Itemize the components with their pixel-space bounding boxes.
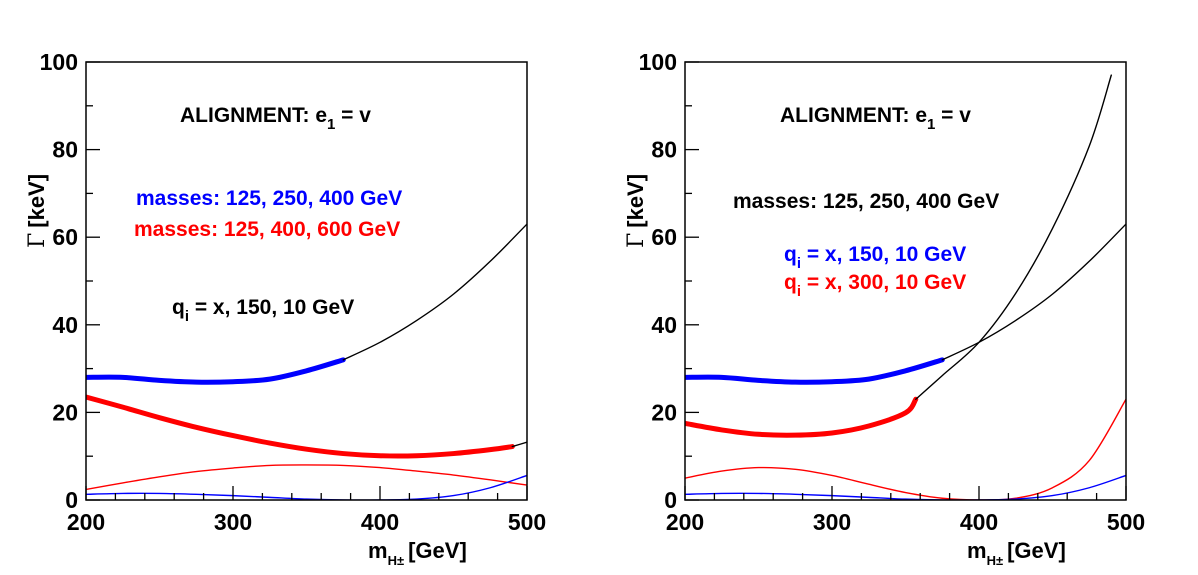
- right-ytick-label: 80: [651, 137, 677, 163]
- right-y-axis-label: Γ[keV]: [623, 174, 649, 248]
- left-alignment-label: ALIGNMENT: e1 = v: [180, 104, 371, 133]
- right-q-blue-label: qi = x, 150, 10 GeV: [784, 243, 966, 272]
- right-plot-frame: [684, 61, 1127, 501]
- left-ytick-label: 80: [52, 137, 78, 163]
- right-alignment-label: ALIGNMENT: e1 = v: [780, 104, 971, 133]
- left-plot-area: [86, 223, 527, 500]
- right-xtick-label: 500: [1107, 509, 1145, 535]
- left-series-3: [511, 441, 527, 448]
- right-ytick-label: 20: [651, 399, 677, 425]
- right-series-5: [685, 474, 1126, 500]
- right-plot-area: [685, 74, 1126, 500]
- left-xtick-label: 200: [67, 509, 105, 535]
- left-series-0: [86, 357, 346, 385]
- left-panel: 200 300 400 500 0 20 40 60 80 100 ALIGNMENT: e1 =…: [24, 49, 546, 568]
- left-series-1: [342, 223, 527, 361]
- left-ytick-label: 60: [52, 224, 78, 250]
- left-series-4: [86, 464, 527, 491]
- right-panel: 200 300 400 500 0 20 40 60 80 100 ALIGNMENT: e1 =…: [623, 49, 1145, 568]
- left-axis-ticks: 200 300 400 500 0 20 40 60 80 100: [40, 49, 547, 535]
- left-ytick-label: 20: [52, 399, 78, 425]
- left-y-axis-label: Γ[keV]: [24, 174, 50, 248]
- right-q-red-label: qi = x, 300, 10 GeV: [784, 271, 966, 300]
- left-x-axis-label: mH± [GeV]: [368, 538, 467, 568]
- right-series-4: [685, 398, 1126, 500]
- right-series-2: [685, 396, 919, 438]
- left-masses-blue-label: masses: 125, 250, 400 GeV: [136, 187, 402, 210]
- right-ytick-label: 0: [664, 487, 677, 513]
- right-series-0: [685, 357, 945, 385]
- right-xtick-label: 400: [960, 509, 998, 535]
- left-xtick-label: 500: [508, 509, 546, 535]
- right-series-3: [915, 74, 1112, 400]
- left-xtick-label: 400: [361, 509, 399, 535]
- left-plot-frame: [85, 61, 528, 501]
- left-q-label: qi = x, 150, 10 GeV: [172, 296, 354, 325]
- right-ytick-label: 40: [651, 312, 677, 338]
- left-ytick-label: 0: [65, 487, 78, 513]
- right-ytick-label: 100: [639, 49, 677, 75]
- left-xtick-label: 300: [214, 509, 252, 535]
- left-masses-red-label: masses: 125, 400, 600 GeV: [134, 218, 400, 241]
- right-ytick-label: 60: [651, 224, 677, 250]
- right-x-axis-label: mH± [GeV]: [967, 538, 1066, 568]
- right-masses-label: masses: 125, 250, 400 GeV: [733, 190, 999, 213]
- left-series-5: [86, 474, 527, 500]
- left-ytick-label: 100: [40, 49, 78, 75]
- right-xtick-label: 300: [813, 509, 851, 535]
- right-xtick-label: 200: [666, 509, 704, 535]
- left-series-2: [86, 394, 515, 459]
- right-series-1: [941, 223, 1126, 361]
- left-ytick-label: 40: [52, 312, 78, 338]
